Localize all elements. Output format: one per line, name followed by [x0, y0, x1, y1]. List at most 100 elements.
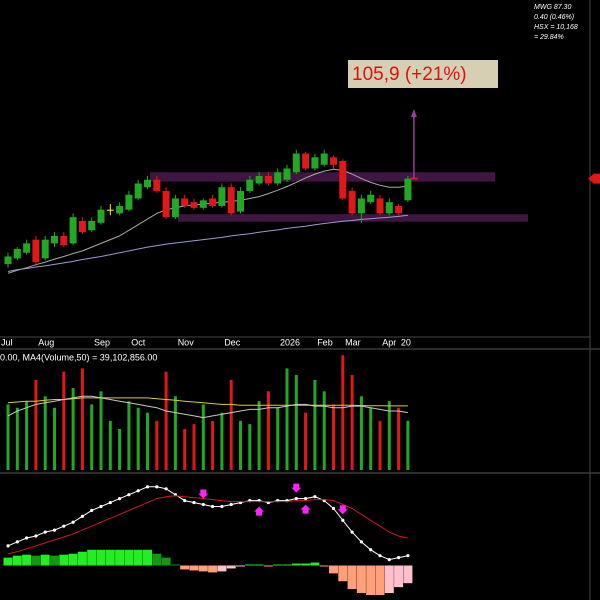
macd-point — [201, 502, 205, 507]
volume-bar — [285, 368, 289, 470]
candle-body — [97, 209, 105, 223]
candle-body — [395, 205, 403, 214]
volume-bar — [304, 412, 308, 470]
volume-bar — [71, 388, 75, 470]
histogram-bar — [394, 565, 404, 588]
macd-point — [369, 548, 373, 552]
candle-body — [246, 179, 254, 191]
volume-bar — [34, 379, 38, 470]
volume-bar — [25, 401, 29, 470]
macd-point — [387, 558, 391, 562]
volume-bar — [378, 420, 382, 470]
x-tick-label: Nov — [178, 337, 195, 347]
histogram-bar — [87, 549, 97, 566]
candle-body — [311, 157, 319, 169]
candle-body — [227, 187, 235, 214]
target-label: 105,9 (+21%) — [352, 64, 467, 85]
histogram-bar — [403, 565, 413, 584]
volume-bar — [332, 404, 335, 470]
histogram-bar — [366, 565, 376, 595]
histogram-bar — [263, 565, 273, 567]
volume-bar — [201, 404, 205, 470]
candle-body — [283, 168, 291, 180]
x-tick-label: 20 — [401, 337, 411, 347]
macd-point — [118, 497, 122, 501]
macd-point — [71, 520, 75, 524]
histogram-bar — [347, 565, 357, 590]
histogram-bar — [31, 555, 41, 566]
macd-point — [43, 530, 47, 534]
volume-header: 0.00, MA4(Volume,50) = 39,102,856.00 — [0, 352, 157, 362]
volume-bar — [53, 407, 56, 470]
candle-body — [199, 200, 207, 208]
candle-body — [274, 172, 282, 184]
volume-bar — [359, 396, 363, 470]
histogram-bar — [282, 564, 292, 566]
macd-point — [164, 487, 168, 491]
macd-point — [211, 504, 215, 509]
volume-bar — [322, 391, 326, 470]
buy-signal — [300, 504, 311, 514]
candle-body — [264, 175, 272, 184]
macd-point — [145, 485, 150, 489]
volume-bar — [239, 420, 242, 470]
buy-signal — [254, 506, 265, 516]
macd-point — [25, 536, 29, 540]
histogram-bar — [124, 549, 134, 566]
candle-body — [357, 198, 365, 214]
macd-point — [397, 556, 401, 560]
volume-bar — [313, 379, 317, 470]
histogram-bar — [161, 557, 171, 566]
histogram-bar — [310, 562, 320, 566]
candle-body — [134, 183, 142, 199]
histogram-bar — [189, 565, 199, 571]
info-line: HSX = 10,168 — [534, 24, 578, 31]
macd-point — [359, 540, 363, 544]
macd-point — [15, 540, 19, 544]
histogram-bar — [384, 565, 394, 594]
volume-bar — [397, 407, 401, 470]
moving-average — [7, 214, 408, 272]
volume-bar — [406, 420, 410, 470]
candle-body — [23, 243, 31, 253]
histogram-bar — [143, 549, 152, 566]
histogram-bar — [254, 564, 264, 566]
volume-bar — [183, 429, 187, 470]
volume-bar — [136, 407, 140, 470]
histogram-bar — [12, 555, 22, 566]
histogram-bar — [59, 554, 69, 566]
macd-point — [90, 508, 94, 513]
candle-body — [41, 239, 49, 259]
histogram-bar — [291, 563, 301, 566]
x-tick-label: Mar — [345, 337, 361, 347]
x-tick-label: Oct — [131, 337, 146, 347]
candle-body — [4, 256, 12, 264]
volume-bar — [118, 429, 122, 470]
candle-body — [181, 198, 189, 206]
macd-point — [183, 499, 187, 503]
volume-bar — [62, 371, 66, 470]
volume-average — [7, 397, 408, 407]
histogram-bar — [152, 553, 162, 566]
x-tick-label: Dec — [224, 337, 241, 347]
candle-body — [385, 202, 393, 214]
volume-bar — [294, 374, 298, 470]
histogram-bar — [3, 557, 13, 566]
zone-band — [150, 172, 495, 182]
histogram-bar — [356, 565, 366, 594]
volume-bar — [276, 407, 280, 470]
macd-point — [331, 506, 336, 511]
histogram-bar — [217, 565, 227, 572]
histogram-bar — [329, 565, 338, 574]
histogram-bar — [375, 565, 385, 595]
histogram-bar — [236, 565, 245, 567]
volume-bar — [6, 404, 10, 470]
x-tick-label: Aug — [38, 337, 54, 347]
volume-bar — [127, 401, 131, 470]
candle-body — [32, 239, 40, 263]
histogram-bar — [338, 565, 348, 582]
candle-body — [153, 179, 161, 191]
target-arrowhead — [410, 108, 417, 117]
